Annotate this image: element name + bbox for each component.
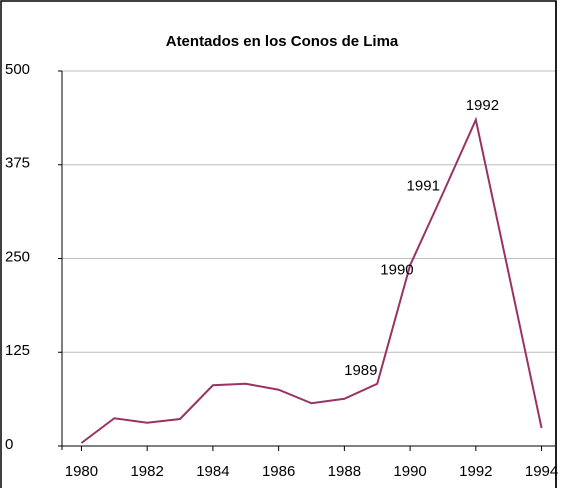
y-tick-label: 125 [5, 342, 30, 359]
x-tick-label: 1992 [459, 463, 492, 480]
x-tick-label: 1988 [328, 463, 361, 480]
annotation: 1992 [466, 97, 499, 114]
y-tick-label: 500 [5, 61, 30, 78]
y-tick-label: 0 [5, 436, 13, 453]
x-tick-label: 1980 [65, 463, 98, 480]
x-tick-label: 1986 [262, 463, 295, 480]
line-series [80, 116, 543, 444]
x-tick-label: 1994 [525, 463, 558, 480]
annotation: 1990 [380, 261, 413, 278]
annotation: 1989 [344, 362, 377, 379]
x-tick-label: 1982 [130, 463, 163, 480]
annotation: 1991 [407, 177, 440, 194]
y-tick-label: 375 [5, 155, 30, 172]
y-tick-label: 250 [5, 248, 30, 265]
x-tick-label: 1990 [393, 463, 426, 480]
chart-title: Atentados en los Conos de Lima [166, 33, 399, 50]
x-tick-label: 1984 [196, 463, 229, 480]
